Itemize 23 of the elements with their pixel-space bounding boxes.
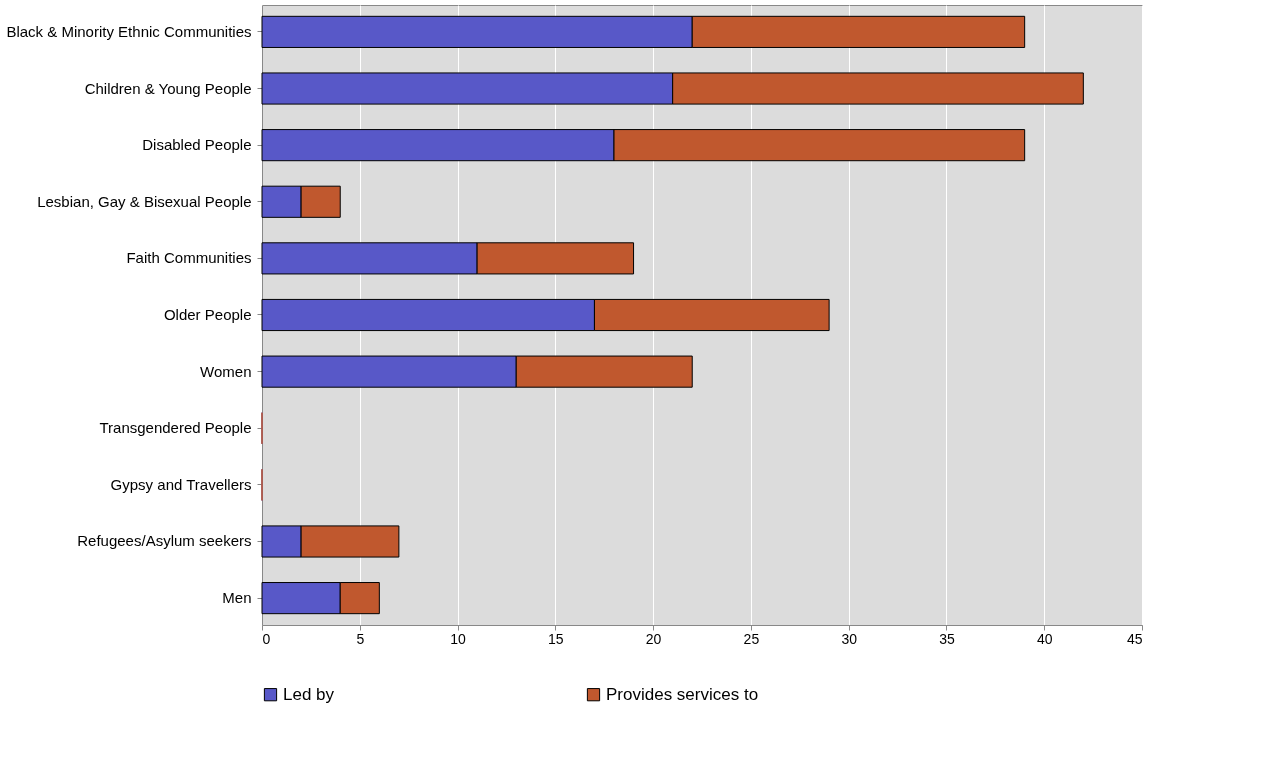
y-tick-label: Men <box>222 589 252 607</box>
y-tick-label: Gypsy and Travellers <box>110 475 252 493</box>
x-tick-label: 5 <box>356 630 365 647</box>
x-tick-label: 40 <box>1036 630 1053 647</box>
y-tick-label: Women <box>200 362 252 380</box>
y-tick-label: Children & Young People <box>84 79 252 97</box>
y-tick-label: Lesbian, Gay & Bisexual People <box>37 192 252 210</box>
y-tick-label: Older People <box>163 306 252 323</box>
x-tick-label: 45 <box>1126 630 1143 647</box>
x-tick-label: 25 <box>743 630 760 647</box>
legend-label: Provides services to <box>606 684 759 704</box>
x-tick-label: 30 <box>841 630 858 647</box>
x-tick-label: 35 <box>939 630 955 647</box>
x-tick-label: 10 <box>450 630 467 647</box>
x-tick-label: 15 <box>548 630 564 647</box>
legend-label: Led by <box>283 684 335 704</box>
y-tick-label: Disabled People <box>142 136 252 154</box>
y-tick-label: Refugees/Asylum seekers <box>77 532 252 550</box>
y-tick-label: Transgendered People <box>99 419 252 437</box>
x-tick-label: 0 <box>262 630 271 647</box>
y-tick-label: Black & Minority Ethnic Communities <box>6 22 252 40</box>
y-tick-label: Faith Communities <box>126 249 252 267</box>
x-tick-label: 20 <box>645 630 662 647</box>
